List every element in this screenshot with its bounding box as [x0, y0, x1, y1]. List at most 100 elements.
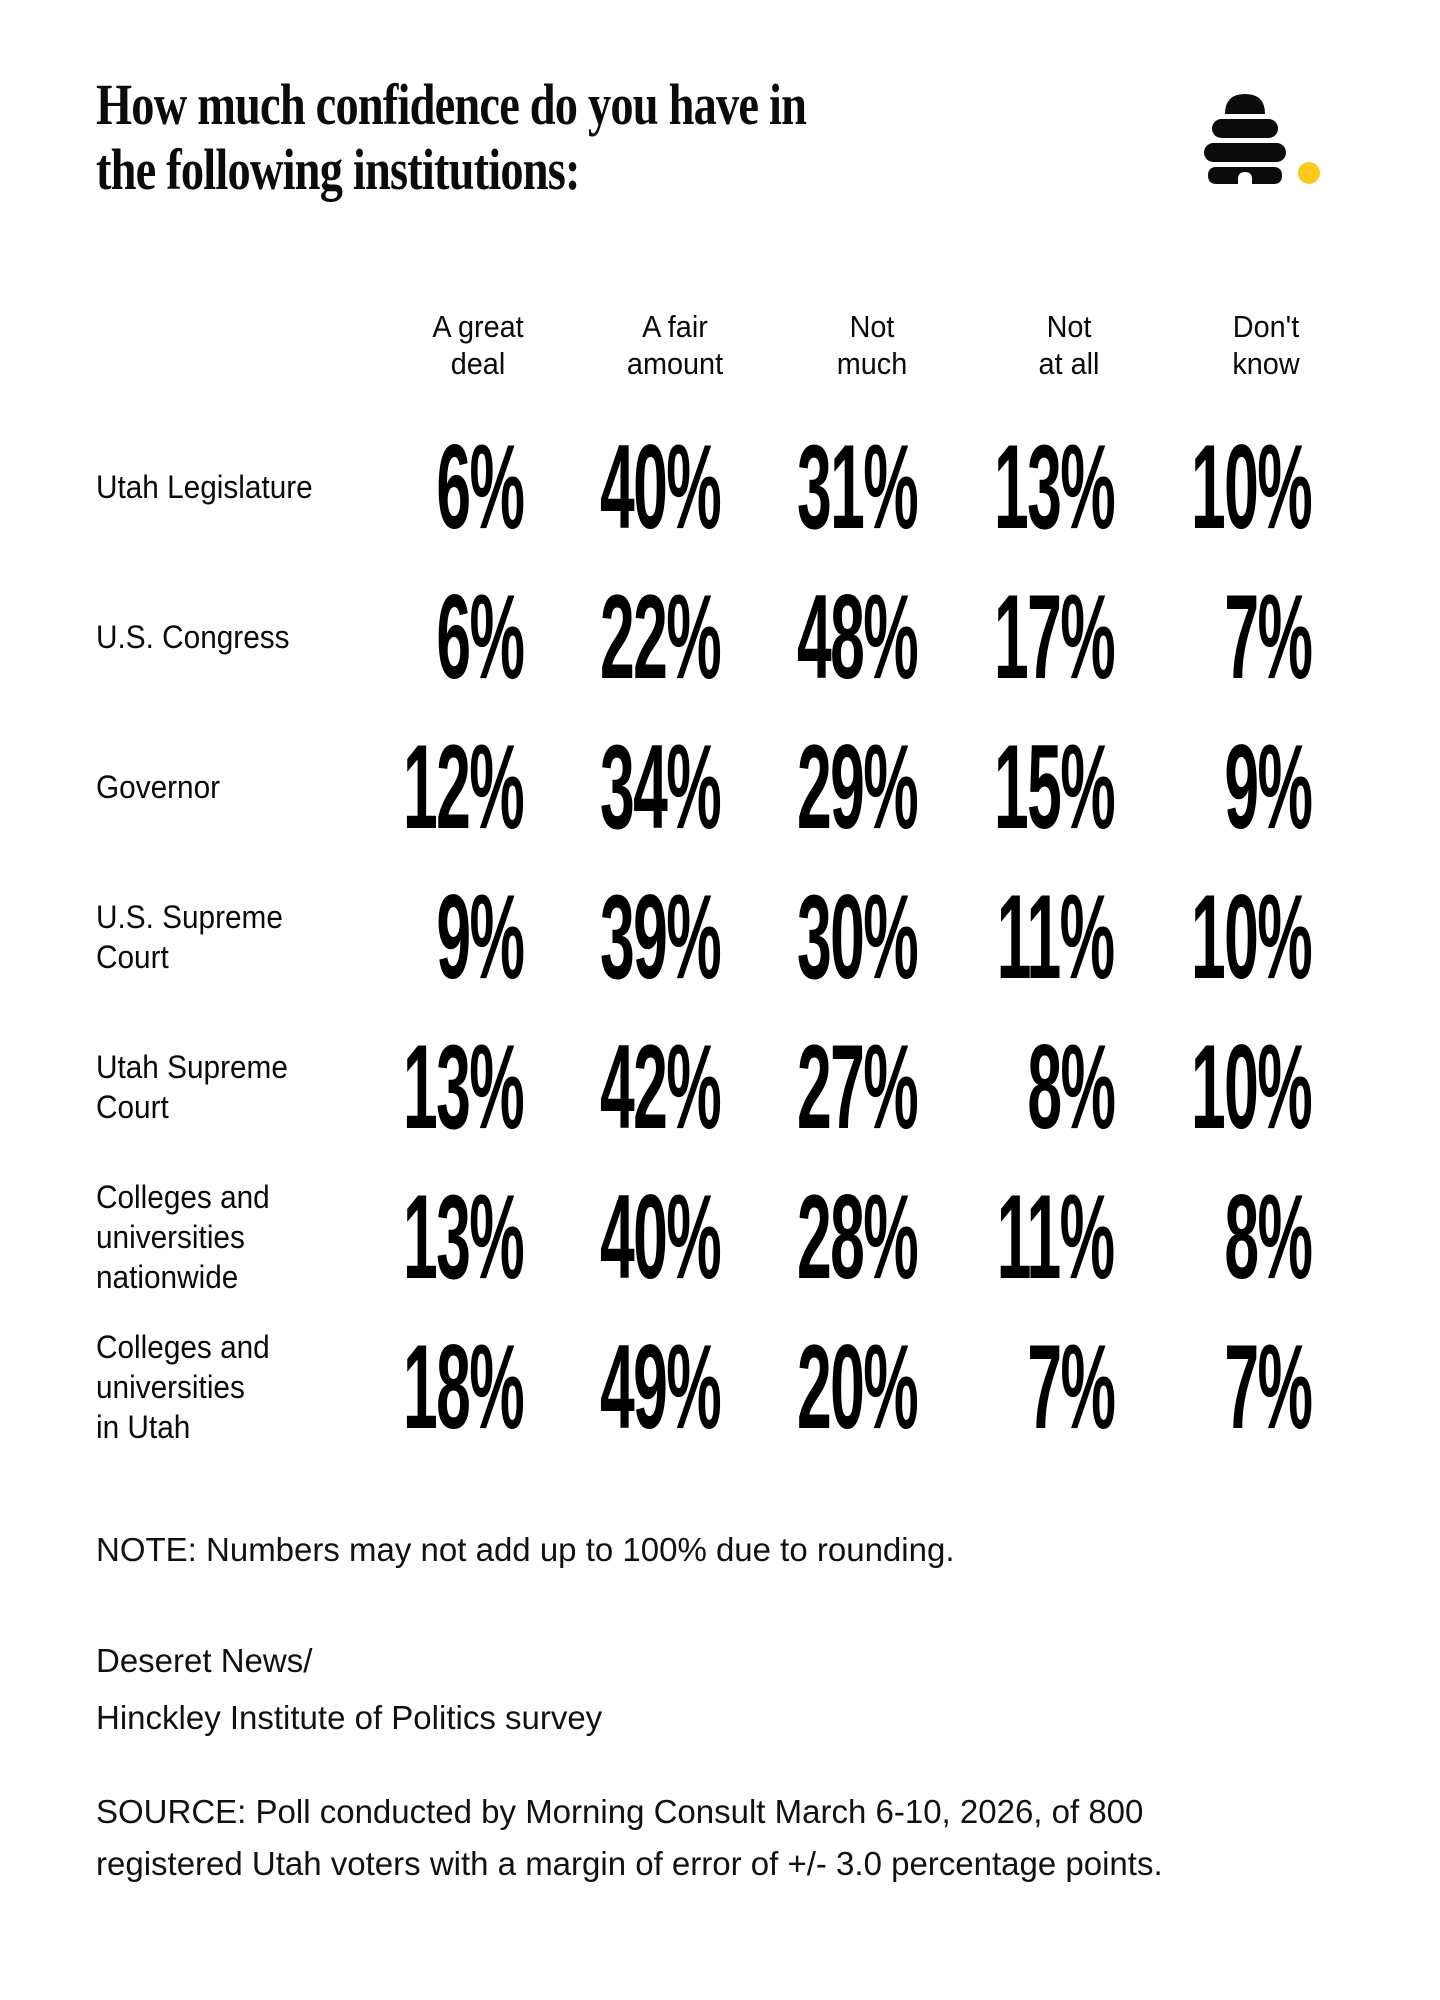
note-text: NOTE: Numbers may not add up to 100% due… [96, 1531, 955, 1568]
percent-value: 22% [599, 570, 722, 704]
beehive-dome [1225, 94, 1265, 114]
row-label-line: U.S. Congress [96, 619, 290, 655]
header-line: A fair [642, 309, 708, 344]
percent-value: 9% [1223, 720, 1313, 854]
percent-cell: 29% [720, 712, 919, 862]
percent-cell: 10% [1114, 1012, 1313, 1162]
percent-value: 8% [1223, 1170, 1313, 1304]
percent-cell: 10% [1114, 412, 1313, 562]
percent-value: 48% [796, 570, 919, 704]
header-line: Not [1046, 309, 1092, 344]
percent-value: 6% [435, 420, 525, 554]
percent-value: 10% [1190, 870, 1313, 1004]
percent-cell: 42% [523, 1012, 722, 1162]
percent-cell: 7% [1114, 562, 1313, 712]
percent-value: 7% [1026, 1320, 1116, 1454]
percent-value: 40% [599, 1170, 722, 1304]
credit-line-2: Hinckley Institute of Politics survey [96, 1699, 603, 1736]
percent-value: 13% [402, 1020, 525, 1154]
percent-cell: 11% [917, 862, 1115, 1012]
row-label: Utah Legislature [96, 467, 313, 507]
table-row: U.S. Supreme Court 9% 39% 30% 11% 10% [96, 862, 1313, 1012]
percent-cell: 48% [720, 562, 919, 712]
title-line-1: How much confidence do you have in [96, 72, 807, 137]
percent-cell: 11% [917, 1162, 1115, 1312]
percent-value: 27% [796, 1020, 919, 1154]
row-label-line: U.S. Supreme [96, 899, 283, 935]
percent-value: 12% [402, 720, 525, 854]
percent-value: 30% [796, 870, 919, 1004]
percent-value: 28% [796, 1170, 919, 1304]
percent-cell: 34% [523, 712, 722, 862]
row-label: U.S. Congress [96, 617, 310, 657]
percent-value: 8% [1026, 1020, 1116, 1154]
percent-value: 10% [1190, 420, 1313, 554]
table-row: Colleges and universities nationwide 13% 40… [96, 1162, 1313, 1312]
percent-cell: 6% [326, 562, 525, 712]
percent-value: 39% [599, 870, 722, 1004]
credit-text: Deseret News/ Hinckley Institute of Poli… [96, 1632, 602, 1746]
percent-value: 15% [993, 720, 1116, 854]
percent-cell: 18% [326, 1312, 525, 1462]
beehive-band-4-with-door [1208, 167, 1282, 184]
credit-line-1: Deseret News/ [96, 1642, 313, 1679]
header-line: Don't [1232, 309, 1300, 344]
row-label-line: Court [96, 1089, 169, 1125]
percent-cell: 12% [326, 712, 525, 862]
header-line: deal [450, 346, 506, 381]
percent-value: 7% [1223, 570, 1313, 704]
percent-value: 42% [599, 1020, 722, 1154]
header-line: much [836, 346, 908, 381]
header-line: Not [849, 309, 895, 344]
confidence-table: A great deal A fair amount Not much Not [96, 308, 1313, 1462]
row-label: U.S. Supreme Court [96, 897, 310, 977]
percent-cell: 30% [720, 862, 919, 1012]
percent-cell: 15% [917, 712, 1116, 862]
percent-value: 29% [796, 720, 919, 854]
percent-cell: 9% [326, 862, 525, 1012]
percent-value: 6% [435, 570, 525, 704]
percent-cell: 13% [917, 412, 1116, 562]
percent-cell: 8% [917, 1012, 1116, 1162]
percent-value: 49% [599, 1320, 722, 1454]
percent-cell: 40% [523, 1162, 722, 1312]
column-header-a-fair-amount: A fair amount [523, 308, 723, 382]
percent-value: 31% [796, 420, 919, 554]
percent-cell: 13% [326, 1012, 525, 1162]
row-label-line: Colleges and [96, 1179, 270, 1215]
deseret-news-logo [1192, 92, 1322, 184]
header-line: at all [1038, 346, 1100, 381]
row-label-line: Governor [96, 769, 221, 805]
column-header-dont-know: Don't know [1114, 308, 1311, 382]
source-text: SOURCE: Poll conducted by Morning Consul… [96, 1786, 1163, 1890]
source-line-1: SOURCE: Poll conducted by Morning Consul… [96, 1793, 1144, 1830]
row-label: Colleges and universities nationwide [96, 1177, 310, 1297]
column-header-a-great-deal: A great deal [326, 308, 523, 382]
beehive-band-3 [1204, 143, 1286, 162]
percent-value: 20% [796, 1320, 919, 1454]
row-label-line: universities [96, 1219, 245, 1255]
source-line-2: registered Utah voters with a margin of … [96, 1845, 1163, 1882]
percent-cell: 28% [720, 1162, 919, 1312]
percent-value: 13% [402, 1170, 525, 1304]
percent-value: 34% [599, 720, 722, 854]
percent-cell: 6% [326, 412, 525, 562]
column-header-not-at-all: Not at all [917, 308, 1114, 382]
row-label: Governor [96, 767, 310, 807]
percent-cell: 49% [523, 1312, 722, 1462]
table-row: U.S. Congress 6% 22% 48% 17% 7% [96, 562, 1313, 712]
title-line-2: the following institutions: [96, 137, 581, 202]
percent-cell: 39% [523, 862, 722, 1012]
percent-value: 10% [1190, 1020, 1313, 1154]
table-header-row: A great deal A fair amount Not much Not [96, 308, 1311, 382]
percent-value: 17% [993, 570, 1116, 704]
table-row: Utah Legislature 6% 40% 31% 13% 10% [96, 412, 1313, 562]
page-title: How much confidence do you have in the f… [96, 72, 807, 202]
beehive-band-2 [1212, 119, 1278, 138]
percent-cell: 10% [1114, 862, 1313, 1012]
column-header-not-much: Not much [720, 308, 917, 382]
percent-value: 11% [997, 870, 1115, 1004]
header-line: know [1232, 346, 1300, 381]
percent-cell: 7% [917, 1312, 1116, 1462]
